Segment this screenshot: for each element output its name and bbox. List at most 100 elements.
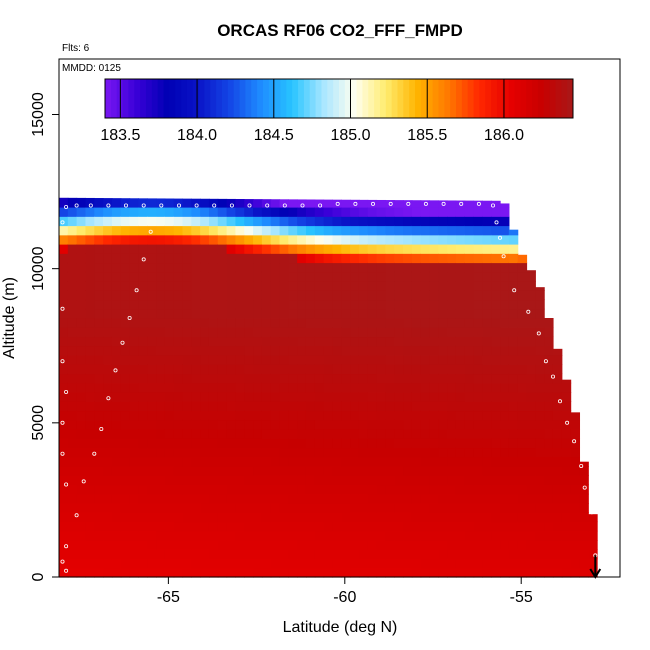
heatmap-cell: [297, 429, 307, 439]
heatmap-cell: [455, 290, 466, 301]
heatmap-cell: [385, 567, 395, 578]
colorbar-swatch: [549, 79, 556, 118]
heatmap-cell: [226, 225, 237, 236]
heatmap-cell: [367, 234, 378, 245]
heatmap-cell: [438, 318, 448, 328]
heatmap-cell: [367, 271, 378, 282]
heatmap-cell: [385, 373, 395, 384]
heatmap-cell: [253, 345, 263, 356]
heatmap-cell: [411, 466, 422, 476]
heatmap-cell: [270, 429, 281, 439]
heatmap-cell: [358, 521, 369, 532]
heatmap-cell: [182, 234, 192, 245]
heatmap-cell: [438, 308, 448, 319]
heatmap-cell: [173, 475, 184, 486]
heatmap-cell: [535, 299, 545, 310]
heatmap-cell: [323, 336, 334, 347]
heatmap-cell: [261, 308, 272, 319]
heatmap-cell: [226, 447, 237, 458]
heatmap-cell: [129, 401, 139, 412]
heatmap-cell: [438, 336, 448, 347]
heatmap-cell: [385, 336, 395, 347]
heatmap-cell: [367, 290, 378, 301]
heatmap-cell: [491, 308, 501, 319]
heatmap-cell: [253, 244, 263, 254]
heatmap-cell: [261, 262, 272, 273]
heatmap-cell: [85, 447, 95, 458]
heatmap-cell: [420, 336, 431, 347]
heatmap-cell: [226, 567, 237, 578]
heatmap-cell: [59, 540, 69, 550]
heatmap-cell: [447, 234, 457, 245]
heatmap-cell: [94, 456, 104, 467]
heatmap-cell: [438, 410, 448, 421]
heatmap-cell: [482, 392, 492, 402]
colorbar-swatch: [292, 79, 299, 118]
heatmap-cell: [552, 438, 563, 449]
heatmap-cell: [341, 521, 351, 532]
heatmap-cell: [438, 207, 448, 217]
heatmap-cell: [297, 262, 307, 273]
heatmap-cell: [138, 503, 148, 513]
heatmap-cell: [235, 401, 245, 412]
heatmap-cell: [394, 364, 404, 375]
heatmap-cell: [129, 244, 139, 254]
heatmap-cell: [482, 401, 492, 412]
heatmap-cell: [244, 318, 254, 328]
heatmap-cell: [350, 318, 360, 328]
colorbar-swatch: [350, 79, 358, 118]
heatmap-cell: [217, 521, 228, 532]
heatmap-cell: [394, 549, 404, 560]
heatmap-cell: [508, 281, 519, 291]
heatmap-cell: [147, 308, 157, 319]
heatmap-cell: [297, 567, 307, 578]
heatmap-cell: [244, 373, 254, 384]
heatmap-cell: [156, 512, 166, 523]
heatmap-cell: [164, 382, 175, 393]
colorbar-swatch: [491, 79, 498, 118]
heatmap-cell: [85, 382, 95, 393]
heatmap-cell: [59, 475, 69, 486]
heatmap-cell: [473, 382, 483, 393]
heatmap-cell: [332, 225, 342, 236]
heatmap-cell: [385, 200, 395, 208]
heatmap-cell: [156, 345, 166, 356]
heatmap-cell: [438, 484, 448, 495]
heatmap-cell: [473, 419, 483, 430]
heatmap-cell: [447, 355, 457, 365]
heatmap-cell: [323, 244, 334, 254]
heatmap-cell: [226, 345, 237, 356]
heatmap-cell: [305, 327, 316, 338]
heatmap-cell: [182, 540, 192, 550]
heatmap-cell: [297, 475, 307, 486]
heatmap-cell: [455, 429, 466, 439]
heatmap-cell: [200, 392, 210, 402]
heatmap-cell: [59, 234, 69, 245]
flight-track-point: [265, 203, 270, 208]
heatmap-cell: [447, 207, 457, 217]
heatmap-cell: [156, 364, 166, 375]
heatmap-cell: [288, 199, 298, 208]
heatmap-cell: [500, 456, 510, 467]
heatmap-cell: [288, 345, 298, 356]
heatmap-cell: [59, 521, 69, 532]
heatmap-cell: [341, 401, 351, 412]
heatmap-cell: [394, 308, 404, 319]
heatmap-cell: [129, 456, 139, 467]
heatmap-cell: [297, 234, 307, 245]
heatmap-cell: [76, 253, 87, 264]
heatmap-cell: [332, 540, 342, 550]
heatmap-cell: [535, 392, 545, 402]
heatmap-cell: [164, 373, 175, 384]
heatmap-cell: [526, 392, 536, 402]
heatmap-cell: [253, 530, 263, 541]
heatmap-cell: [208, 281, 219, 291]
heatmap-cell: [535, 466, 545, 476]
heatmap-cell: [394, 410, 404, 421]
colorbar-tick-label: 183.5: [100, 127, 140, 144]
heatmap-cell: [429, 456, 439, 467]
heatmap-cell: [526, 336, 536, 347]
heatmap-cell: [120, 318, 131, 328]
heatmap-cell: [138, 466, 148, 476]
colorbar-swatch: [567, 79, 574, 118]
